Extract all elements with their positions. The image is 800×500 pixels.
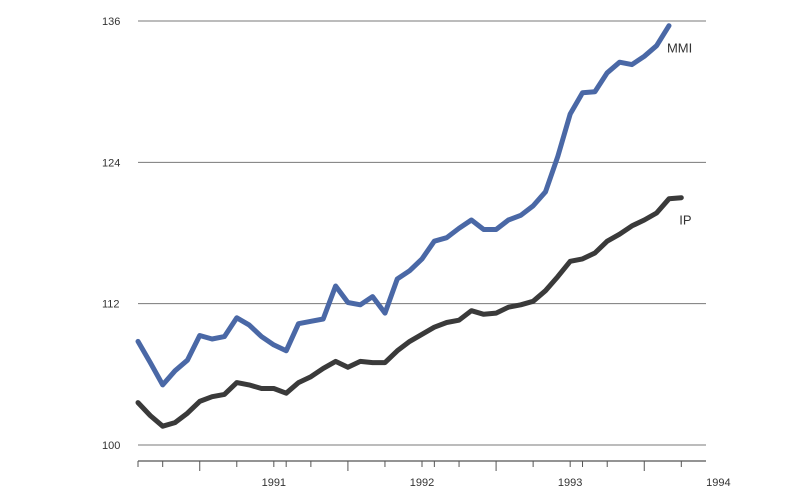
x-axis [137, 460, 706, 471]
series-label-mmi: MMI [667, 41, 692, 56]
series-lines [135, 23, 684, 429]
y-tick-label: 112 [102, 299, 120, 311]
y-tick-label: 136 [102, 16, 120, 28]
x-tick-label: 1993 [558, 477, 582, 489]
x-tick-label: 1991 [262, 477, 286, 489]
y-tick-label: 124 [102, 157, 120, 169]
labels: 100 112 124 136 1991 1992 1993 1994 MMI IP [102, 16, 731, 489]
y-tick-label: 100 [102, 440, 120, 452]
series-label-ip: IP [679, 213, 691, 228]
x-tick-label: 1994 [706, 477, 730, 489]
series-line-ip [135, 195, 684, 429]
gridlines [138, 20, 706, 446]
series-line-mmi [135, 23, 672, 388]
x-tick-label: 1992 [410, 477, 434, 489]
